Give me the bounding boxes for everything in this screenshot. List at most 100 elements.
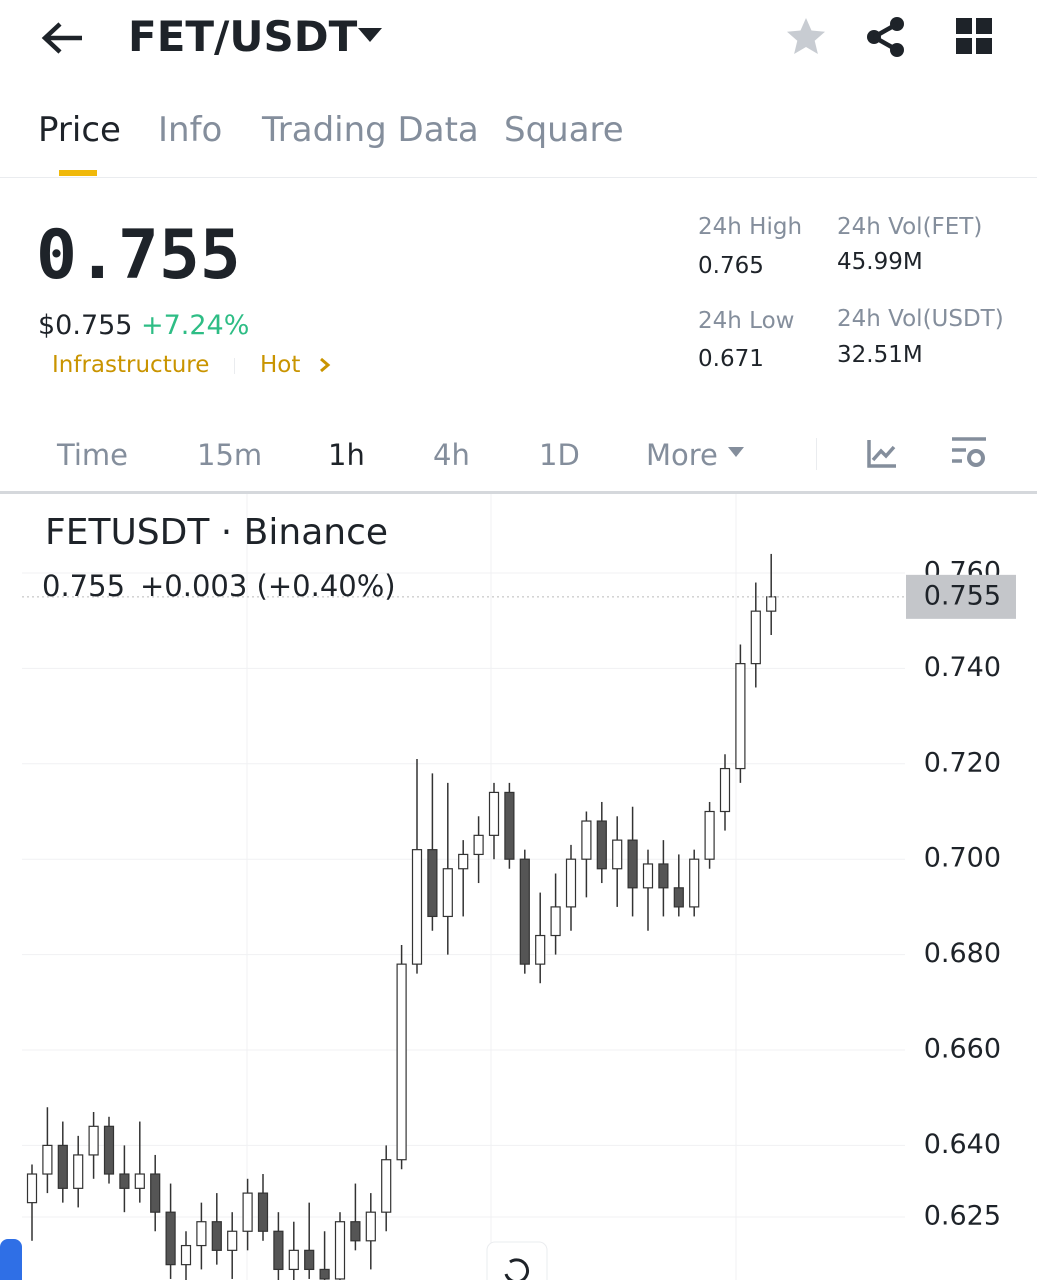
- candle-body: [596, 820, 607, 870]
- candle-body: [73, 1154, 84, 1189]
- candle-body: [350, 1221, 361, 1242]
- candle-body: [334, 1221, 346, 1280]
- divider: [0, 177, 1037, 178]
- chart-top-border: [0, 491, 1037, 494]
- candle-body: [689, 858, 700, 908]
- interval[interactable]: More: [646, 438, 718, 472]
- candle-body: [488, 791, 500, 836]
- more-dropdown[interactable]: [728, 447, 746, 459]
- interval-active[interactable]: 1h: [328, 438, 365, 472]
- candle-body: [26, 1173, 38, 1204]
- stat-value: 45.99M: [837, 249, 923, 275]
- tag-arrow[interactable]: [318, 357, 332, 373]
- y-tick-label: 0.700: [924, 843, 1001, 874]
- divider: [816, 438, 817, 470]
- share-icon[interactable]: [864, 16, 908, 60]
- ohlc-close: 0.755: [42, 569, 125, 603]
- candle-body: [658, 863, 669, 889]
- candle-body: [42, 1144, 53, 1175]
- stat-value: 0.765: [698, 253, 764, 279]
- candle-body: [288, 1249, 299, 1271]
- stat-value: 0.671: [698, 346, 764, 372]
- axis: 0.7600.7400.7200.7000.6800.6600.6400.625…: [22, 557, 1016, 1231]
- candle-body: [411, 849, 423, 965]
- ohlc-change: +0.003 (+0.40%): [140, 569, 396, 603]
- candle-body: [150, 1173, 161, 1213]
- tab[interactable]: Info: [158, 110, 223, 150]
- last-price-box: [906, 574, 1016, 619]
- tab[interactable]: Square: [504, 110, 624, 150]
- candle-body: [57, 1144, 68, 1189]
- candle-body: [227, 1230, 238, 1251]
- last-price-label: 0.755: [924, 580, 1001, 611]
- usd-price: $0.755: [38, 310, 133, 341]
- candle-body: [719, 767, 731, 813]
- grid-menu-icon[interactable]: [956, 18, 994, 56]
- candle-body: [673, 887, 684, 908]
- stat-label: 24h Vol(USDT): [837, 306, 1004, 332]
- candle-body: [766, 596, 777, 612]
- candle-body: [519, 858, 530, 965]
- candle-body: [365, 1211, 376, 1242]
- candle-body: [442, 868, 453, 918]
- candle-body: [581, 820, 592, 860]
- y-tick-label: 0.720: [924, 747, 1001, 778]
- candle-body: [396, 963, 407, 1161]
- y-tick-label: 0.625: [924, 1200, 1001, 1231]
- interval[interactable]: 1D: [539, 438, 580, 472]
- stat-value: 32.51M: [837, 342, 923, 368]
- candle-body: [458, 853, 469, 870]
- candle-body: [504, 791, 515, 860]
- grid: [22, 572, 905, 1218]
- last-price: 0.755: [36, 216, 241, 295]
- candle-body: [304, 1249, 315, 1271]
- candle-body: [257, 1192, 269, 1232]
- candle-body: [273, 1230, 284, 1271]
- tag[interactable]: Infrastructure: [52, 352, 210, 378]
- candle-body: [612, 839, 623, 870]
- stat-label: 24h Vol(FET): [837, 214, 983, 240]
- chart-settings-icon[interactable]: [950, 436, 990, 472]
- candle-body: [427, 849, 438, 918]
- interval[interactable]: Time: [57, 438, 128, 472]
- y-tick-label: 0.640: [924, 1129, 1001, 1160]
- stat-label: 24h High: [698, 214, 803, 240]
- candle-body: [750, 610, 761, 665]
- candle-body: [627, 839, 638, 889]
- candle-body: [211, 1221, 222, 1251]
- candle-body: [180, 1244, 192, 1266]
- favorite-icon[interactable]: [785, 16, 827, 58]
- indicator-icon[interactable]: [866, 438, 898, 470]
- tag-separator: [234, 358, 235, 374]
- side-tab[interactable]: [0, 1239, 22, 1280]
- price-change: +7.24%: [141, 310, 250, 341]
- chart-title: FETUSDT · Binance: [45, 512, 388, 553]
- pair-title[interactable]: FET/USDT: [128, 12, 358, 61]
- candle-body: [242, 1192, 253, 1232]
- pair-dropdown[interactable]: [358, 28, 382, 44]
- candle-body: [642, 863, 654, 889]
- candles: [26, 553, 777, 1280]
- interval[interactable]: 15m: [197, 438, 263, 472]
- y-tick-label: 0.660: [924, 1034, 1001, 1065]
- candle-body: [735, 663, 746, 770]
- back-button[interactable]: [40, 18, 86, 58]
- tab-active[interactable]: Price: [38, 110, 121, 150]
- candle-body: [134, 1173, 145, 1189]
- y-tick-label: 0.740: [924, 652, 1001, 683]
- candle-body: [565, 858, 577, 908]
- tag[interactable]: Hot: [260, 352, 301, 378]
- candle-body: [704, 810, 715, 860]
- candle-body: [196, 1221, 207, 1247]
- tab-indicator: [59, 170, 97, 176]
- candle-body: [103, 1125, 115, 1175]
- candle-body: [381, 1159, 392, 1213]
- interval[interactable]: 4h: [433, 438, 470, 472]
- candle-body: [535, 934, 546, 965]
- candle-body: [473, 834, 484, 856]
- tab[interactable]: Trading Data: [262, 110, 479, 150]
- y-tick-label: 0.680: [924, 938, 1001, 969]
- stat-label: 24h Low: [698, 308, 795, 334]
